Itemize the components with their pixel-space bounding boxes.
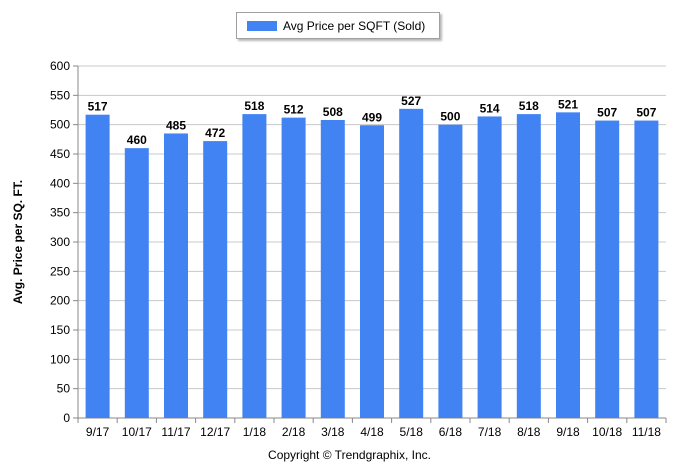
y-tick-label: 150 — [50, 323, 70, 337]
x-tick-label: 9/17 — [86, 425, 110, 439]
x-tick-label: 1/18 — [243, 425, 267, 439]
data-label: 460 — [127, 133, 147, 147]
bar — [124, 148, 149, 418]
x-tick-label: 8/18 — [517, 425, 541, 439]
bar — [203, 141, 228, 419]
x-tick-label: 10/18 — [592, 425, 622, 439]
y-tick-label: 400 — [50, 176, 70, 190]
y-axis-title: Avg. Price per SQ. FT. — [11, 180, 25, 304]
bar — [360, 125, 384, 419]
data-label: 500 — [440, 110, 460, 124]
y-tick-label: 500 — [50, 118, 70, 132]
bar — [320, 119, 345, 419]
bar — [556, 112, 580, 418]
x-tick-label: 5/18 — [400, 425, 424, 439]
x-tick-label: 9/18 — [556, 425, 580, 439]
data-label: 507 — [636, 106, 656, 120]
y-tick-label: 250 — [50, 264, 70, 278]
data-label: 499 — [362, 110, 382, 124]
copyright-text: Copyright © Trendgraphix, Inc. — [268, 448, 431, 462]
x-tick-label: 10/17 — [122, 425, 152, 439]
legend: Avg Price per SQFT (Sold) — [236, 12, 440, 39]
y-tick-label: 450 — [50, 147, 70, 161]
x-tick-label: 11/17 — [161, 425, 190, 439]
bar — [242, 114, 267, 419]
data-label: 485 — [166, 118, 186, 132]
bar — [438, 124, 463, 419]
legend-label: Avg Price per SQFT (Sold) — [283, 18, 426, 33]
x-tick-label: 6/18 — [439, 425, 463, 439]
y-tick-label: 0 — [63, 411, 70, 425]
data-label: 518 — [244, 99, 264, 113]
y-tick-label: 350 — [50, 206, 70, 220]
y-tick-label: 50 — [57, 382, 71, 396]
bar — [85, 114, 110, 419]
bar — [399, 108, 424, 419]
data-label: 472 — [205, 126, 225, 140]
x-tick-label: 11/18 — [632, 425, 661, 439]
bar — [164, 133, 188, 418]
x-tick-label: 12/17 — [200, 425, 230, 439]
data-label: 512 — [284, 103, 304, 117]
legend-swatch — [247, 20, 277, 31]
data-label: 507 — [597, 106, 617, 120]
bar — [477, 116, 502, 418]
x-tick-label: 2/18 — [282, 425, 306, 439]
data-label: 527 — [401, 94, 421, 108]
data-label: 518 — [519, 99, 539, 113]
bar — [634, 120, 659, 418]
data-label: 508 — [323, 105, 343, 119]
bar — [281, 117, 306, 419]
data-label: 514 — [480, 101, 500, 115]
data-label: 521 — [558, 97, 578, 111]
y-tick-label: 300 — [50, 235, 70, 249]
y-tick-label: 600 — [50, 59, 70, 73]
y-tick-label: 100 — [50, 352, 70, 366]
x-tick-label: 4/18 — [360, 425, 384, 439]
bar — [516, 114, 541, 419]
data-label: 517 — [88, 100, 108, 114]
bar — [595, 120, 620, 418]
x-tick-label: 7/18 — [478, 425, 502, 439]
y-tick-label: 550 — [50, 88, 70, 102]
x-tick-label: 3/18 — [321, 425, 345, 439]
y-tick-label: 200 — [50, 294, 70, 308]
